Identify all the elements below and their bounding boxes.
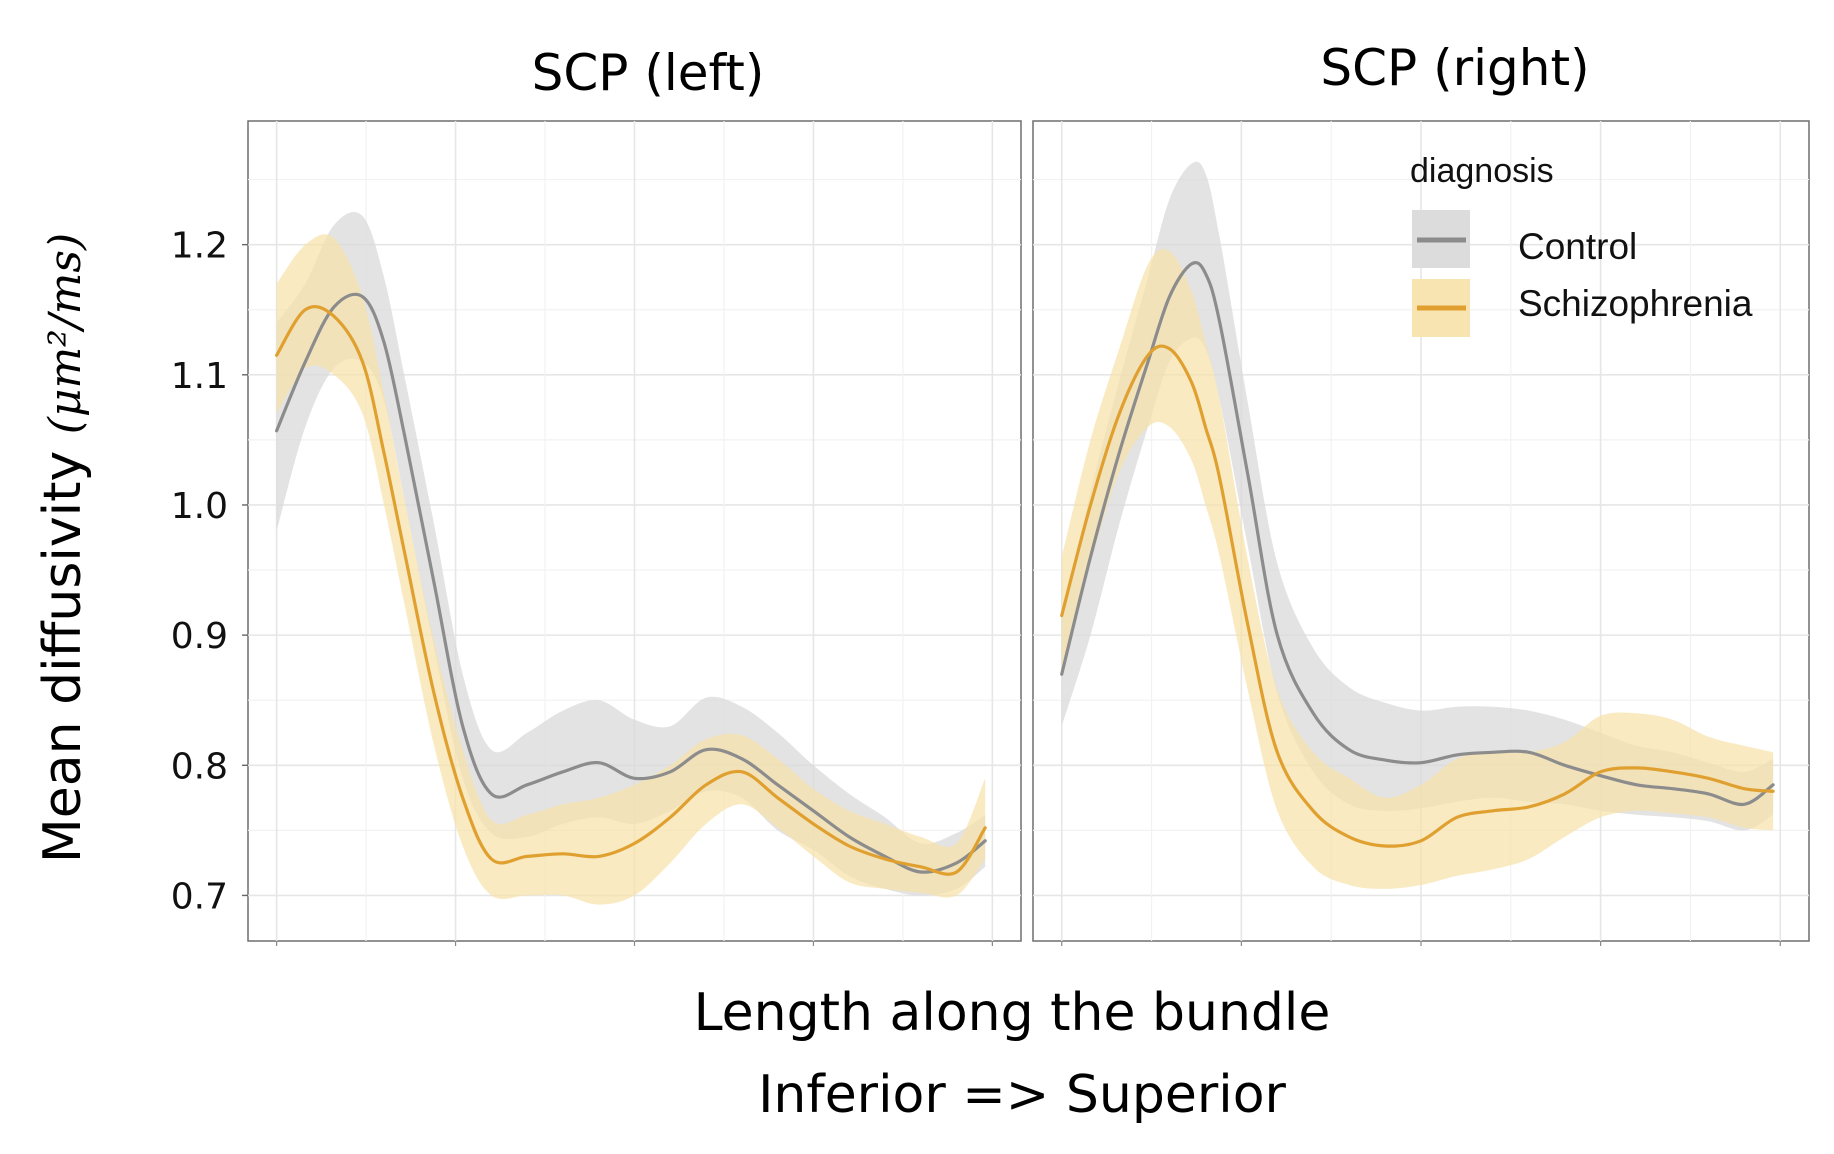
panel-left-bands bbox=[276, 211, 986, 905]
panel-left-lines bbox=[275, 292, 987, 876]
panel-right-lines bbox=[1060, 261, 1775, 848]
legend-label-control: Control bbox=[1518, 226, 1637, 267]
panel-title-left: SCP (left) bbox=[532, 44, 765, 102]
y-tick-label: 0.8 bbox=[171, 746, 228, 787]
series-line-schizophrenia-right bbox=[1060, 344, 1775, 848]
ci-band-schizophrenia-left bbox=[276, 234, 986, 905]
y-axis-title-unit: (μm²/ms) bbox=[40, 233, 91, 434]
legend-label-schizophrenia: Schizophrenia bbox=[1518, 283, 1753, 324]
y-tick-label: 0.9 bbox=[171, 616, 228, 657]
panel-left: 0.7 0.8 0.9 1.0 1.1 1.2 bbox=[171, 120, 1022, 946]
panel-right-bands bbox=[1061, 161, 1774, 889]
y-tick-label: 1.0 bbox=[171, 486, 228, 527]
ci-band-schizophrenia-right bbox=[1061, 248, 1774, 889]
panel-title-right: SCP (right) bbox=[1320, 39, 1589, 97]
series-line-control-left bbox=[275, 292, 987, 874]
y-axis-title: Mean diffusivity (μm²/ms) bbox=[33, 233, 93, 863]
series-line-schizophrenia-left bbox=[275, 305, 987, 876]
x-axis-subtitle: Inferior => Superior bbox=[758, 1065, 1286, 1125]
y-axis-title-main: Mean diffusivity bbox=[33, 451, 93, 863]
x-axis-title: Length along the bundle bbox=[694, 983, 1331, 1043]
legend-title: diagnosis bbox=[1410, 152, 1554, 190]
legend: diagnosis Control Schizophrenia bbox=[1410, 152, 1753, 337]
y-tick-label: 1.2 bbox=[171, 226, 228, 267]
y-axis-ticks: 0.7 0.8 0.9 1.0 1.1 1.2 bbox=[171, 226, 248, 917]
series-line-control-right bbox=[1060, 261, 1775, 807]
y-tick-label: 1.1 bbox=[171, 356, 228, 397]
y-tick-label: 0.7 bbox=[171, 876, 228, 917]
